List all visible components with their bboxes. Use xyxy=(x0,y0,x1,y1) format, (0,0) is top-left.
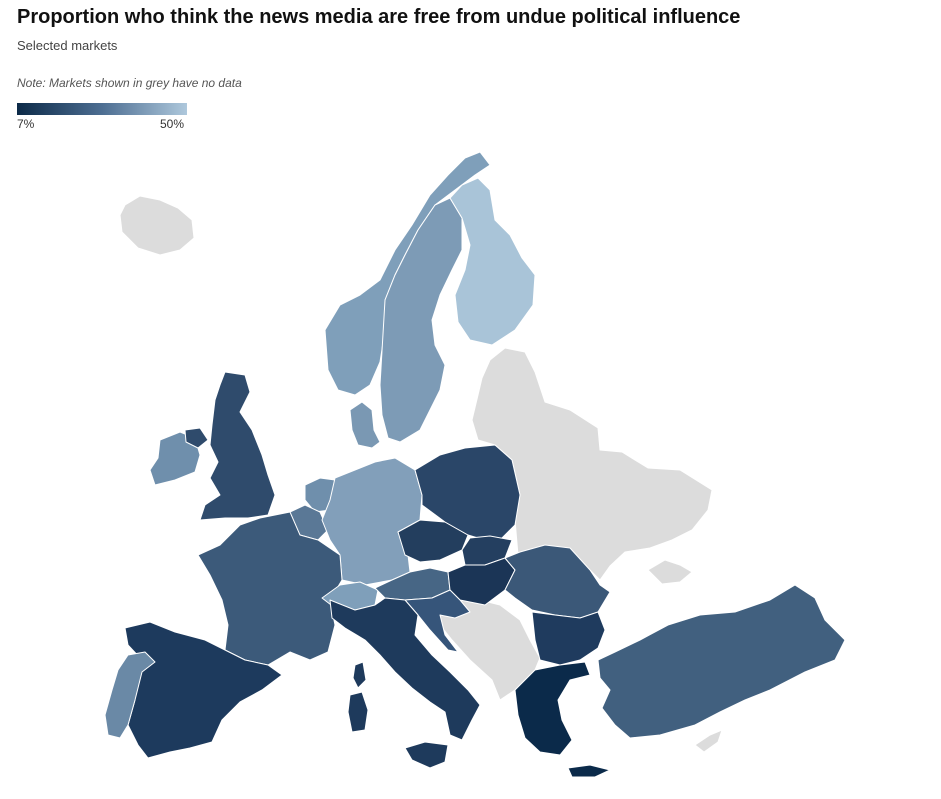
croatia xyxy=(404,589,471,653)
crimea-region xyxy=(647,559,693,585)
greece xyxy=(514,661,591,756)
bulgaria xyxy=(531,611,606,666)
poland xyxy=(414,444,521,541)
northern-ireland xyxy=(184,427,209,449)
finland xyxy=(449,177,536,346)
sweden xyxy=(379,197,463,443)
chart-subtitle: Selected markets xyxy=(17,38,118,53)
sicily xyxy=(404,741,449,769)
norway xyxy=(324,151,491,396)
france xyxy=(197,511,343,666)
portugal xyxy=(104,651,156,739)
turkey xyxy=(597,584,846,739)
legend-max-label: 50% xyxy=(160,117,185,131)
color-scale-legend xyxy=(17,103,187,115)
cyprus xyxy=(694,729,723,753)
chart-title: Proportion who think the news media are … xyxy=(17,6,741,28)
iceland xyxy=(119,195,195,256)
germany xyxy=(321,457,423,586)
denmark xyxy=(349,401,381,449)
legend-min-label: 7% xyxy=(17,117,35,131)
no-data-regions xyxy=(119,195,723,753)
uk xyxy=(199,371,276,521)
corsica xyxy=(352,661,367,689)
crete xyxy=(567,764,611,778)
market-regions xyxy=(104,151,846,778)
italy xyxy=(329,597,481,741)
sardinia xyxy=(347,691,369,733)
note-text: Note: Markets shown in grey have no data xyxy=(17,76,242,90)
